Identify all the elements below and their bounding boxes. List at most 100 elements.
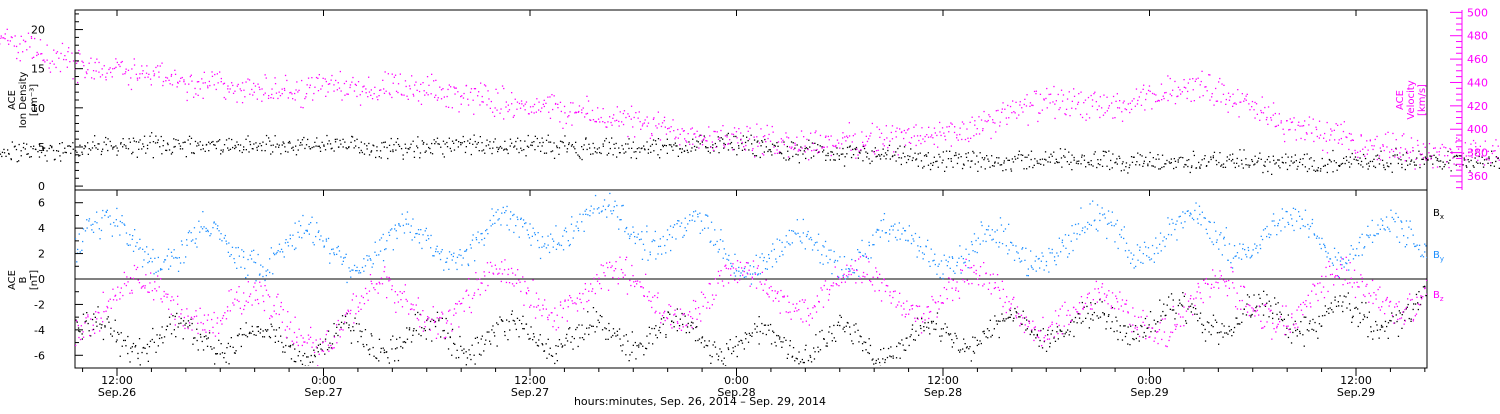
velocity-series-point — [942, 127, 943, 128]
bx-series-point — [1199, 318, 1200, 319]
density-series-point — [568, 144, 569, 145]
velocity-series-point — [1354, 150, 1355, 151]
velocity-series-point — [216, 89, 217, 90]
by-series-point — [463, 257, 464, 258]
velocity-series-point — [1035, 93, 1036, 94]
by-series-point — [439, 253, 440, 254]
bx-series-point — [278, 341, 279, 342]
bx-series-point — [609, 330, 610, 331]
density-series-point — [219, 139, 220, 140]
velocity-series-point — [602, 121, 603, 122]
density-series-point — [715, 143, 716, 144]
bx-series-point — [345, 316, 346, 317]
bx-series-point — [1483, 308, 1484, 309]
velocity-series-point — [773, 132, 774, 133]
by-series-point — [143, 259, 144, 260]
velocity-series-point — [86, 73, 87, 74]
bx-series-point — [386, 351, 387, 352]
bx-series-point — [1484, 315, 1485, 316]
density-series-point — [147, 148, 148, 149]
bx-series-point — [1227, 334, 1228, 335]
velocity-series-point — [931, 134, 932, 135]
density-series-point — [968, 152, 969, 153]
velocity-series-point — [1108, 108, 1109, 109]
density-series-point — [1031, 151, 1032, 152]
velocity-series-point — [562, 128, 563, 129]
bx-series-point — [1013, 320, 1014, 321]
density-series-point — [673, 144, 674, 145]
velocity-series-point — [1415, 168, 1416, 169]
density-series-point — [514, 145, 515, 146]
density-series-point — [1179, 157, 1180, 158]
density-series-point — [1006, 158, 1007, 159]
density-series-point — [672, 150, 673, 151]
by-series — [0, 187, 1500, 285]
bx-series-point — [1416, 294, 1417, 295]
velocity-series-point — [874, 153, 875, 154]
density-series-point — [808, 140, 809, 141]
density-series-point — [153, 141, 154, 142]
density-series-point — [548, 135, 549, 136]
bx-series-point — [129, 361, 130, 362]
velocity-series-point — [295, 99, 296, 100]
velocity-series-point — [420, 84, 421, 85]
velocity-series-point — [684, 130, 685, 131]
density-series-point — [83, 148, 84, 149]
density-series-point — [95, 147, 96, 148]
bx-series-point — [1418, 309, 1419, 310]
bx-series-point — [424, 328, 425, 329]
bx-series-point — [992, 335, 993, 336]
by-series-point — [178, 271, 179, 272]
bx-series-point — [1462, 314, 1463, 315]
bx-series-point — [1460, 327, 1461, 328]
velocity-series-point — [1099, 105, 1100, 106]
velocity-series-point — [187, 92, 188, 93]
by-series-point — [99, 238, 100, 239]
density-series-point — [142, 143, 143, 144]
velocity-series-point — [130, 77, 131, 78]
bx-series-point — [554, 363, 555, 364]
velocity-series-point — [1289, 129, 1290, 130]
bx-series-point — [188, 320, 189, 321]
velocity-series-point — [290, 92, 291, 93]
bx-series-point — [159, 334, 160, 335]
velocity-series-point — [671, 126, 672, 127]
bx-series-point — [1300, 321, 1301, 322]
bx-series-point — [923, 326, 924, 327]
by-series-point — [225, 235, 226, 236]
bx-series-point — [2, 317, 3, 318]
density-series-point — [72, 142, 73, 143]
density-series-point — [696, 147, 697, 148]
velocity-series-point — [935, 132, 936, 133]
velocity-series-point — [163, 81, 164, 82]
bx-series-point — [180, 323, 181, 324]
velocity-series-point — [1195, 81, 1196, 82]
density-series-point — [1418, 151, 1419, 152]
density-series-point — [520, 140, 521, 141]
bx-series-point — [1445, 303, 1446, 304]
density-series-point — [85, 146, 86, 147]
density-series-point — [706, 147, 707, 148]
by-series-point — [410, 232, 411, 233]
velocity-series-point — [1313, 141, 1314, 142]
velocity-series-point — [277, 98, 278, 99]
velocity-series-point — [1327, 152, 1328, 153]
by-series-point — [255, 280, 256, 281]
velocity-series-point — [509, 109, 510, 110]
density-series-point — [723, 143, 724, 144]
bx-series-point — [1144, 332, 1145, 333]
velocity-series-point — [549, 96, 550, 97]
bx-series-point — [460, 346, 461, 347]
density-series-point — [732, 147, 733, 148]
velocity-series — [0, 27, 1500, 186]
velocity-series-point — [1298, 125, 1299, 126]
velocity-series-point — [920, 143, 921, 144]
velocity-series-point — [520, 108, 521, 109]
density-series-point — [1375, 167, 1376, 168]
velocity-series-point — [1327, 122, 1328, 123]
density-series-point — [221, 150, 222, 151]
density-series-point — [587, 149, 588, 150]
velocity-series-point — [1254, 117, 1255, 118]
density-series-point — [1296, 160, 1297, 161]
velocity-series-point — [307, 84, 308, 85]
